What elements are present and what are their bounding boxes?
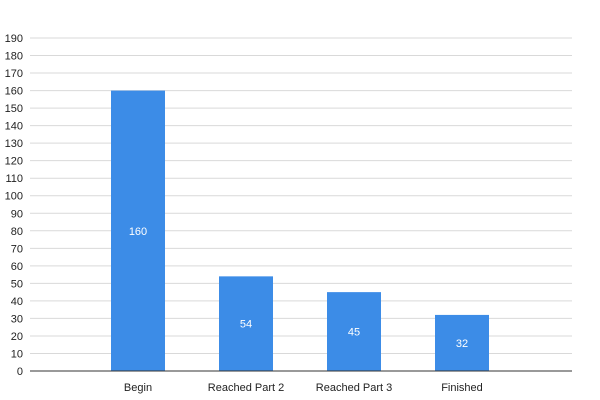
y-axis-ticks: 0 10 20 30 40 50 60 70 80 90 100 110 120 130 140 150 160… (5, 33, 23, 378)
x-tick-label: Finished (441, 382, 483, 394)
y-tick-label: 180 (5, 51, 23, 63)
y-tick-label: 0 (17, 366, 23, 378)
y-tick-label: 90 (11, 208, 23, 220)
x-tick-label: Begin (124, 382, 152, 394)
x-axis-ticks: Begin Reached Part 2 Reached Part 3 Finishe… (124, 382, 483, 394)
bar (327, 292, 381, 371)
y-tick-label: 80 (11, 226, 23, 238)
y-tick-label: 160 (5, 86, 23, 98)
y-tick-label: 10 (11, 348, 23, 360)
y-tick-label: 60 (11, 261, 23, 273)
bar-data-label: 160 (129, 226, 147, 238)
y-tick-label: 100 (5, 191, 23, 203)
bar-data-label: 45 (348, 327, 360, 339)
y-tick-label: 130 (5, 138, 23, 150)
y-tick-label: 50 (11, 278, 23, 290)
bar (219, 276, 273, 371)
x-tick-label: Reached Part 3 (316, 382, 392, 394)
y-tick-label: 120 (5, 156, 23, 168)
y-tick-label: 20 (11, 331, 23, 343)
bar (111, 90, 165, 371)
y-tick-label: 40 (11, 296, 23, 308)
y-tick-label: 150 (5, 103, 23, 115)
y-tick-label: 30 (11, 313, 23, 325)
bars: 160 54 45 32 (111, 90, 489, 371)
x-tick-label: Reached Part 2 (208, 382, 284, 394)
y-tick-label: 140 (5, 121, 23, 133)
y-tick-label: 170 (5, 68, 23, 80)
bar-data-label: 32 (456, 338, 468, 350)
y-tick-label: 110 (5, 173, 23, 185)
y-tick-label: 190 (5, 33, 23, 45)
bar (435, 314, 489, 371)
bar-data-label: 54 (240, 319, 252, 331)
y-tick-label: 70 (11, 243, 23, 255)
